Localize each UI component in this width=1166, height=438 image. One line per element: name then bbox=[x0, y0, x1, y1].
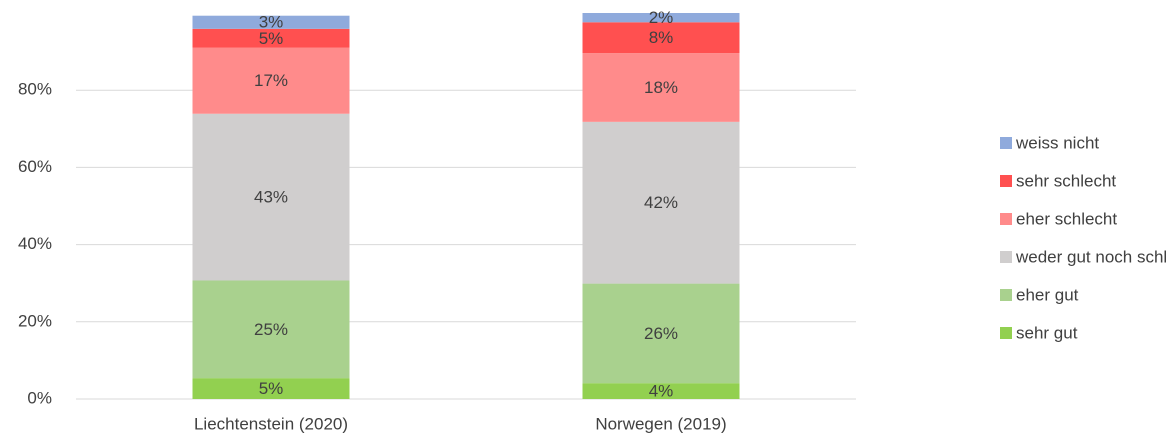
legend-label: sehr gut bbox=[1016, 323, 1078, 342]
data-label: 25% bbox=[254, 320, 288, 339]
bar-segment bbox=[582, 383, 740, 399]
legend-swatch bbox=[1000, 213, 1012, 225]
legend-swatch bbox=[1000, 327, 1012, 339]
legend-swatch bbox=[1000, 251, 1012, 263]
legend-label: eher gut bbox=[1016, 285, 1079, 304]
x-tick-label: Liechtenstein (2020) bbox=[194, 414, 348, 433]
data-label: 43% bbox=[254, 188, 288, 207]
bar-segment bbox=[192, 280, 350, 379]
legend-swatch bbox=[1000, 289, 1012, 301]
data-label: 18% bbox=[644, 78, 678, 97]
data-label: 5% bbox=[259, 379, 284, 398]
data-label: 42% bbox=[644, 193, 678, 212]
data-label: 3% bbox=[259, 13, 284, 32]
bar-segment bbox=[192, 15, 350, 29]
y-tick-label: 0% bbox=[27, 388, 52, 407]
y-tick-label: 60% bbox=[18, 157, 52, 176]
legend-label: eher schlecht bbox=[1016, 209, 1117, 228]
legend-swatch bbox=[1000, 137, 1012, 149]
bar-segment bbox=[582, 121, 740, 284]
legend-swatch bbox=[1000, 175, 1012, 187]
data-label: 8% bbox=[649, 28, 674, 47]
x-tick-label: Norwegen (2019) bbox=[595, 414, 726, 433]
legend-label: weder gut noch schlecht bbox=[1015, 247, 1166, 266]
y-tick-label: 80% bbox=[18, 80, 52, 99]
bar-segment bbox=[192, 47, 350, 114]
bar-segment bbox=[582, 22, 740, 54]
data-label: 2% bbox=[649, 8, 674, 27]
data-label: 17% bbox=[254, 71, 288, 90]
data-label: 4% bbox=[649, 382, 674, 401]
bar-segment bbox=[582, 53, 740, 122]
bar-segment bbox=[192, 378, 350, 399]
bar-segment bbox=[582, 13, 740, 23]
y-tick-label: 20% bbox=[18, 311, 52, 330]
bar-segment bbox=[192, 28, 350, 48]
legend-label: sehr schlecht bbox=[1016, 171, 1116, 190]
data-label: 26% bbox=[644, 324, 678, 343]
bar-segment bbox=[582, 283, 740, 384]
data-label: 5% bbox=[259, 29, 284, 48]
bar-segment bbox=[192, 113, 350, 281]
legend-label: weiss nicht bbox=[1015, 133, 1099, 152]
y-tick-label: 40% bbox=[18, 234, 52, 253]
